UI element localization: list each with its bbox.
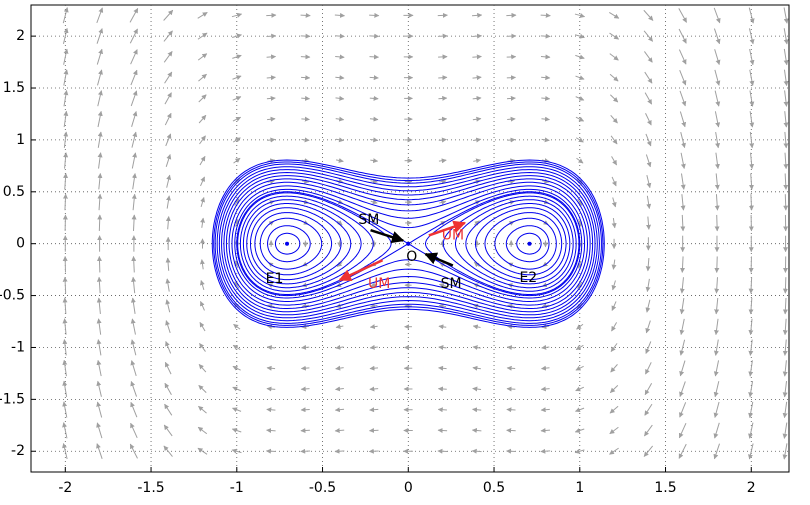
equilibrium <box>285 242 289 246</box>
field-arrow <box>301 409 310 410</box>
field-arrow <box>438 98 446 99</box>
manifold-label: UM <box>442 227 464 243</box>
field-arrow <box>438 409 447 410</box>
x-tick-label: 2 <box>747 480 756 496</box>
plot-frame <box>31 5 789 472</box>
field-arrow <box>99 256 100 272</box>
field-arrow <box>507 389 515 390</box>
field-arrow <box>301 77 310 78</box>
field-arrow <box>370 77 379 78</box>
field-arrow <box>370 389 378 390</box>
field-arrow <box>541 15 551 16</box>
field-arrow <box>301 57 310 58</box>
x-tick-label: -2 <box>58 480 72 496</box>
field-arrow <box>507 409 516 410</box>
field-arrow <box>301 368 309 369</box>
y-tick-label: 1 <box>16 132 25 148</box>
field-arrow <box>541 36 550 37</box>
manifold-label: UM <box>368 276 390 292</box>
point-label: E1 <box>266 271 284 287</box>
y-tick-label: -1 <box>11 339 25 355</box>
field-arrow <box>541 430 550 431</box>
field-arrow <box>369 36 378 37</box>
field-arrow <box>507 430 516 431</box>
y-tick-label: 0.5 <box>3 184 25 200</box>
field-arrow <box>785 277 786 293</box>
field-arrow <box>99 215 100 231</box>
field-arrow <box>369 430 378 431</box>
y-tick-label: 0 <box>16 236 25 252</box>
point-label: E2 <box>519 270 537 286</box>
field-arrow <box>301 430 310 431</box>
field-arrow <box>507 368 515 369</box>
manifold-label: SM <box>441 276 462 292</box>
field-arrow <box>785 194 786 210</box>
equilibrium <box>528 242 532 246</box>
field-arrow <box>438 77 447 78</box>
y-tick-label: -2 <box>11 443 25 459</box>
x-tick-label: 1 <box>575 480 584 496</box>
field-arrow <box>301 389 309 390</box>
field-arrow <box>369 57 378 58</box>
manifold-label: SM <box>358 212 379 228</box>
x-tick-label: 0 <box>404 480 413 496</box>
field-arrow <box>370 98 378 99</box>
x-tick-label: 1.5 <box>654 480 676 496</box>
x-tick-label: -0.5 <box>309 480 336 496</box>
field-arrow <box>438 389 446 390</box>
field-arrow <box>301 119 309 120</box>
field-arrow <box>541 57 550 58</box>
field-arrow <box>438 451 447 452</box>
x-tick-label: 0.5 <box>483 480 505 496</box>
x-tick-label: -1.5 <box>137 480 164 496</box>
field-arrow <box>369 451 378 452</box>
field-arrow <box>438 430 447 431</box>
field-arrow <box>266 36 275 37</box>
field-arrow <box>438 36 447 37</box>
field-arrow <box>301 98 309 99</box>
field-arrow <box>507 77 516 78</box>
field-arrow <box>438 57 447 58</box>
x-tick-label: -1 <box>230 480 244 496</box>
y-tick-label: -1.5 <box>0 391 25 407</box>
field-arrow <box>717 215 718 231</box>
field-arrow <box>370 409 379 410</box>
field-arrow <box>266 451 275 452</box>
field-arrow <box>541 451 550 452</box>
field-arrow <box>507 57 516 58</box>
field-arrow <box>507 98 515 99</box>
field-arrow <box>267 57 276 58</box>
field-arrow <box>717 256 718 272</box>
point-label: O <box>406 249 417 265</box>
y-tick-label: -0.5 <box>0 288 25 304</box>
field-arrow <box>507 119 515 120</box>
y-tick-label: 1.5 <box>3 80 25 96</box>
y-tick-label: 2 <box>16 28 25 44</box>
field-arrow <box>267 430 276 431</box>
equilibrium <box>406 242 410 246</box>
field-arrow <box>266 15 276 16</box>
